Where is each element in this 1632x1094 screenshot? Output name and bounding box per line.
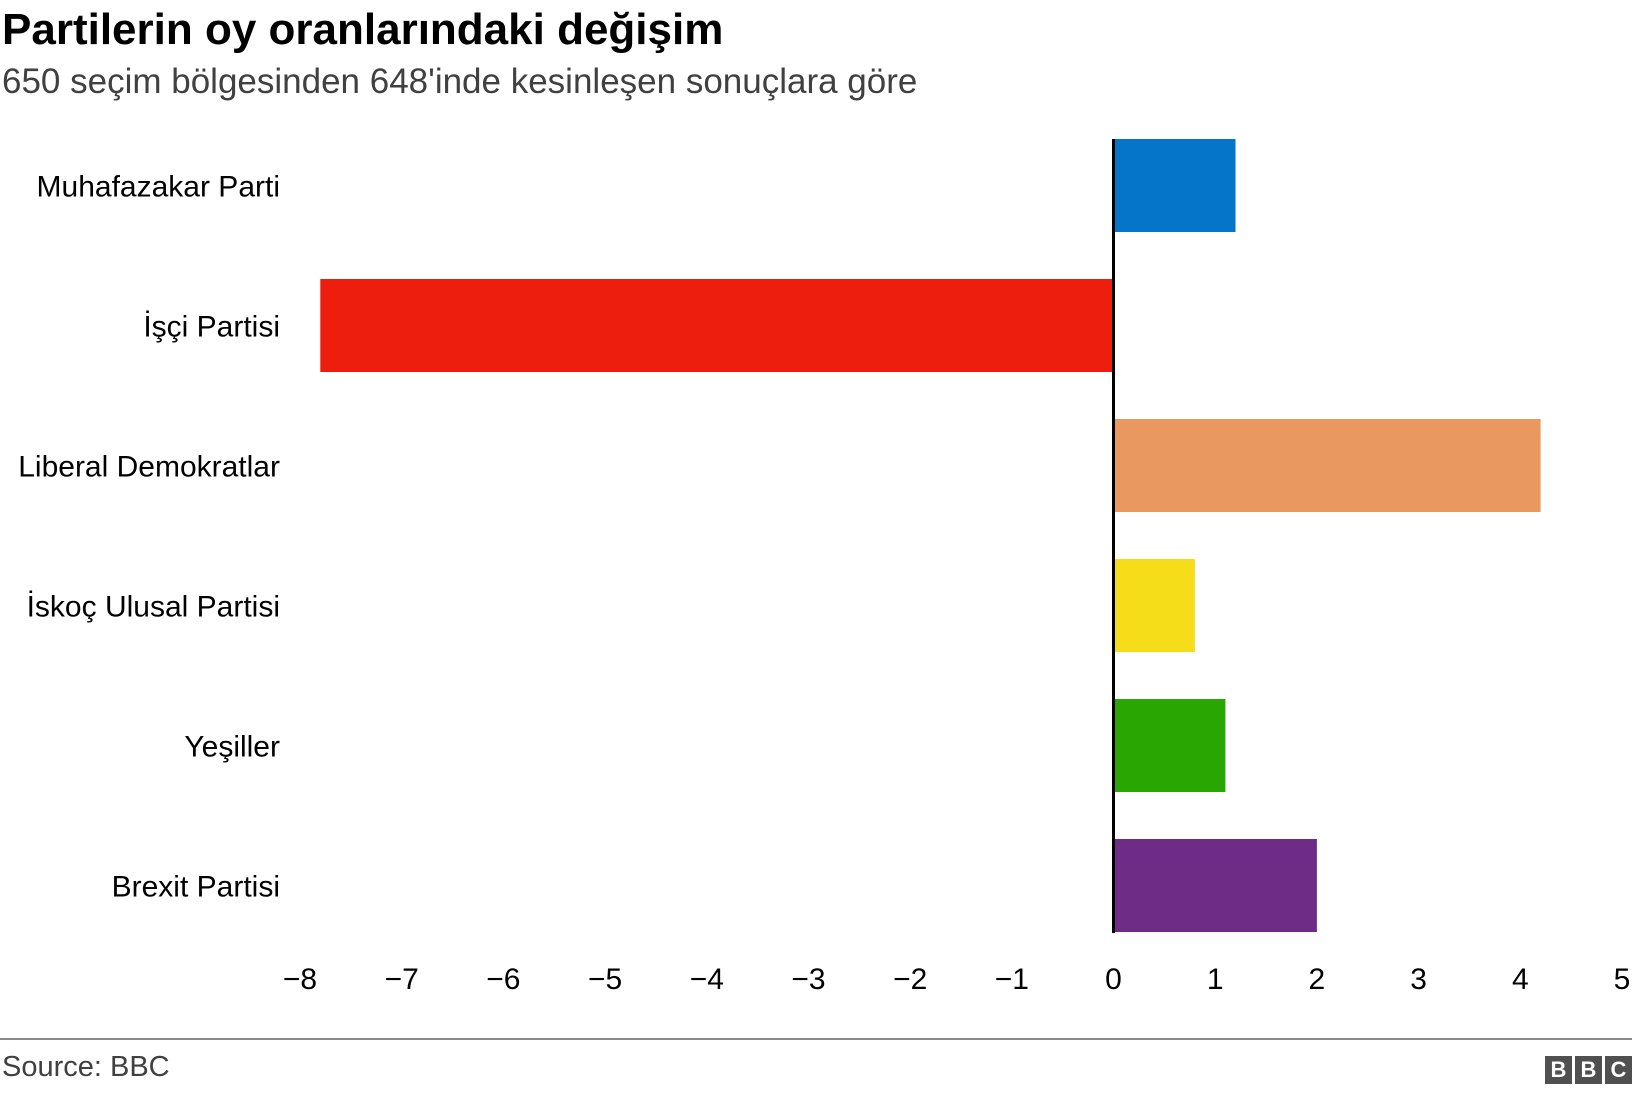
x-tick-label-13: 4 bbox=[1512, 963, 1529, 996]
bar-chart: Muhafazakar Parti İşçi Partisi Liberal Dem… bbox=[18, 139, 1630, 996]
chart-title: Partilerin oy oranlarındaki değişim bbox=[2, 5, 724, 54]
bar-5 bbox=[1113, 699, 1226, 792]
category-label-5: Yeşiller bbox=[184, 731, 280, 764]
x-tick-label-2: −7 bbox=[385, 963, 419, 996]
bar-1 bbox=[1113, 139, 1236, 232]
x-tick-label-10: 1 bbox=[1207, 963, 1224, 996]
footer-divider bbox=[0, 1038, 1632, 1040]
chart-subtitle: 650 seçim bölgesinden 648'inde kesinleşe… bbox=[2, 62, 918, 101]
category-labels-layer: Muhafazakar Parti İşçi Partisi Liberal Dem… bbox=[18, 171, 280, 904]
x-tick-label-9: 0 bbox=[1105, 963, 1122, 996]
x-tick-labels-layer: −8 −7 −6 −5 −4 −3 −2 −1 0 1 2 3 4 5 bbox=[283, 963, 1630, 996]
x-tick-label-1: −8 bbox=[283, 963, 317, 996]
logo-letter-2: B bbox=[1575, 1056, 1602, 1084]
x-tick-label-12: 3 bbox=[1410, 963, 1427, 996]
x-tick-label-8: −1 bbox=[995, 963, 1029, 996]
x-tick-label-7: −2 bbox=[893, 963, 927, 996]
logo-letter-1: B bbox=[1545, 1056, 1572, 1084]
x-tick-label-5: −4 bbox=[690, 963, 724, 996]
category-label-3: Liberal Demokratlar bbox=[18, 451, 280, 484]
x-tick-label-4: −5 bbox=[588, 963, 622, 996]
category-label-2: İşçi Partisi bbox=[143, 311, 280, 344]
category-label-4: İskoç Ulusal Partisi bbox=[27, 591, 280, 624]
x-tick-label-14: 5 bbox=[1614, 963, 1631, 996]
logo-letter-3: C bbox=[1605, 1056, 1632, 1084]
source-note: Source: BBC bbox=[2, 1051, 170, 1083]
x-tick-label-11: 2 bbox=[1309, 963, 1326, 996]
bar-3 bbox=[1113, 419, 1541, 512]
bar-2 bbox=[320, 279, 1114, 372]
category-label-6: Brexit Partisi bbox=[112, 871, 280, 904]
x-tick-label-6: −3 bbox=[791, 963, 825, 996]
bar-6 bbox=[1113, 839, 1317, 932]
bars-layer bbox=[320, 139, 1541, 932]
x-tick-label-3: −6 bbox=[486, 963, 520, 996]
category-label-1: Muhafazakar Parti bbox=[37, 171, 280, 204]
bar-4 bbox=[1113, 559, 1195, 652]
